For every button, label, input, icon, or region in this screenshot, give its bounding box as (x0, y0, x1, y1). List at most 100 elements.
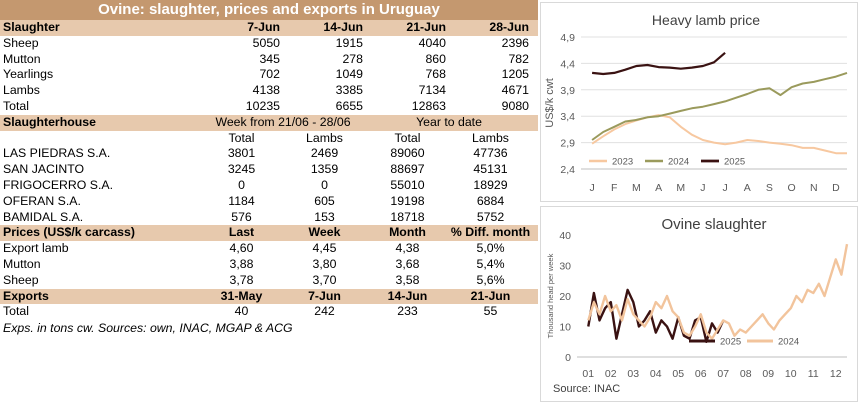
price-row: Sheep 3,78 3,70 3,58 5,6% (0, 273, 538, 289)
header-cell: 7-Jun (308, 288, 341, 303)
header-cell: 14-Jun (387, 288, 428, 303)
row-value: 3,78 (229, 272, 254, 287)
row-value: 278 (342, 51, 363, 66)
series-line-2024 (587, 243, 849, 340)
row-value: 153 (314, 209, 335, 224)
series-line-2024 (591, 71, 848, 141)
row-value: 5,0% (476, 241, 505, 256)
row-value: 1359 (310, 162, 339, 177)
chart-source: Source: INAC (553, 383, 620, 395)
subheader-cell: Total (228, 130, 255, 145)
x-tick-label: 12 (830, 368, 842, 380)
x-tick-label: 05 (672, 368, 684, 380)
x-tick-label: 04 (650, 368, 662, 380)
ovine-slaughter-svg: Ovine slaughter 0 10 20 30 40 01 02 03 04 05 06 07 08… (546, 216, 849, 395)
row-value: 6655 (335, 98, 363, 113)
row-value: 768 (425, 67, 446, 82)
legend-label: 2024 (668, 157, 689, 168)
row-value: 18929 (473, 177, 508, 192)
slaughterhouse-row: BAMIDAL S.A. 576 153 18718 5752 (0, 210, 538, 226)
report-title: Ovine: slaughter, prices and exports in … (0, 0, 538, 20)
legend-label: 2025 (720, 337, 741, 348)
row-value: 4040 (418, 35, 446, 50)
x-tick-label: 06 (695, 368, 707, 380)
row-value: 2396 (501, 35, 529, 50)
row-value: 3,70 (312, 272, 337, 287)
x-tick-label: 01 (582, 368, 594, 380)
chart-title: Heavy lamb price (652, 12, 760, 28)
source-note: Exps. in tons cw. Sources: own, INAC, MG… (3, 321, 293, 336)
slaughterhouse-label: Slaughterhouse (3, 114, 96, 129)
report-table: Ovine: slaughter, prices and exports in … (0, 0, 538, 336)
row-value: 6884 (476, 193, 505, 208)
row-value: 576 (231, 209, 252, 224)
x-tick-label: J (722, 182, 727, 194)
row-label: Export lamb (3, 241, 69, 256)
row-value: 0 (321, 177, 328, 192)
row-label: Mutton (3, 256, 41, 271)
subheader-cell: Lambs (306, 130, 343, 145)
row-value: 0 (238, 177, 245, 192)
y-tick-label: 10 (559, 322, 571, 334)
x-tick-label: M (632, 182, 641, 194)
y-axis-label: Thousand head per week (546, 253, 555, 338)
legend-label: 2025 (724, 157, 745, 168)
row-value: 1205 (501, 67, 529, 82)
row-value: 4671 (501, 83, 529, 98)
x-tick-label: 09 (762, 368, 774, 380)
exports-header: Exports 31-May 7-Jun 14-Jun 21-Jun (0, 288, 538, 305)
row-label: BAMIDAL S.A. (3, 209, 84, 224)
header-cell: Month (389, 225, 426, 240)
y-tick-label: 40 (559, 230, 571, 242)
row-label: Mutton (3, 51, 41, 66)
price-row: Export lamb 4,60 4,45 4,38 5,0% (0, 241, 538, 257)
subheader-cell: Lambs (472, 130, 509, 145)
header-cell: Last (228, 225, 255, 240)
x-tick-label: J (589, 182, 594, 194)
row-value: 4,45 (312, 241, 337, 256)
row-value: 19198 (390, 193, 425, 208)
slaughterhouse-header: Slaughterhouse Week from 21/06 - 28/06 Yea… (0, 114, 538, 131)
header-cell: Week (308, 225, 341, 240)
x-tick-label: 10 (785, 368, 797, 380)
heavy-lamb-price-svg: Heavy lamb price 2,4 2,9 3,4 3,9 4,4 4,9 J F M A M J… (544, 12, 848, 194)
row-value: 47736 (473, 146, 508, 161)
x-tick-label: 03 (627, 368, 639, 380)
x-tick-label: 07 (717, 368, 729, 380)
price-row: Mutton 3,88 3,80 3,68 5,4% (0, 257, 538, 273)
y-tick-label: 4,9 (560, 32, 575, 44)
slaughterhouse-row: FRIGOCERRO S.A. 0 0 55010 18929 (0, 178, 538, 194)
slaughterhouse-row: OFERAN S.A. 1184 605 19198 6884 (0, 194, 538, 210)
row-value: 1915 (335, 35, 363, 50)
week-label: Week from 21/06 - 28/06 (215, 114, 351, 129)
y-axis-label: US$/k cwt (544, 78, 556, 128)
row-value: 12863 (411, 98, 446, 113)
row-value: 5050 (252, 35, 280, 50)
x-tick-label: J (700, 182, 705, 194)
row-value: 4138 (252, 83, 280, 98)
row-value: 242 (314, 304, 335, 319)
row-label: Sheep (3, 272, 39, 287)
row-value: 2469 (310, 146, 339, 161)
row-value: 233 (397, 304, 418, 319)
x-tick-label: M (676, 182, 685, 194)
y-tick-label: 0 (565, 352, 571, 364)
chart-title: Ovine slaughter (661, 216, 766, 233)
header-cell: 21-Jun (406, 20, 446, 34)
x-tick-label: O (787, 182, 795, 194)
y-tick-label: 4,4 (560, 58, 575, 70)
row-value: 18718 (390, 209, 425, 224)
header-cell: 21-Jun (470, 288, 511, 303)
row-value: 40 (234, 304, 249, 319)
row-label: SAN JACINTO (3, 162, 85, 177)
x-tick-label: S (766, 182, 773, 194)
heavy-lamb-price-chart: Heavy lamb price 2,4 2,9 3,4 3,9 4,4 4,9 J F M A M J… (540, 2, 858, 202)
series-line-2025 (591, 51, 726, 76)
slaughterhouse-row: LAS PIEDRAS S.A. 3801 2469 89060 47736 (0, 146, 538, 162)
row-value: 7134 (418, 83, 446, 98)
x-tick-label: 11 (808, 368, 819, 380)
slaughter-row: Total 10235 6655 12863 9080 (0, 99, 538, 115)
y-tick-label: 3,9 (560, 85, 575, 97)
x-tick-label: 02 (605, 368, 617, 380)
row-value: 345 (259, 51, 280, 66)
